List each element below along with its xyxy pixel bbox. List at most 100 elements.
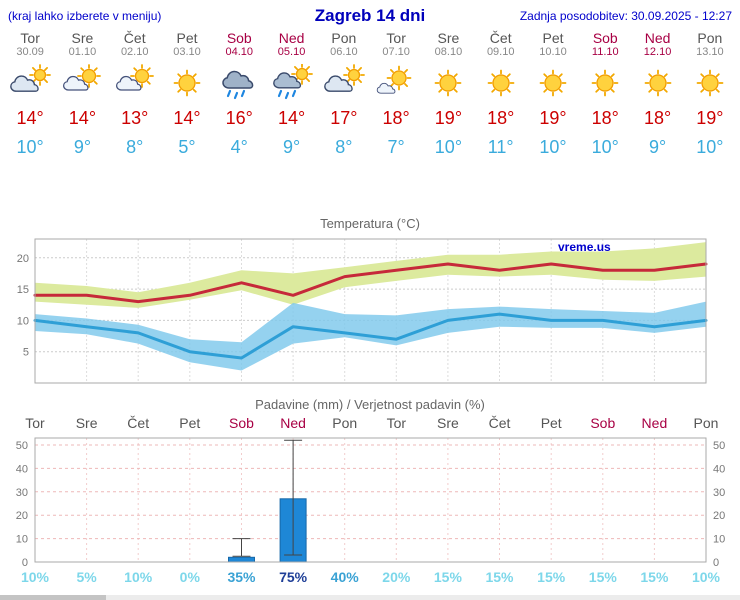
day-date: 08.10 [434, 46, 463, 58]
day-name: Sre [437, 30, 460, 46]
weather-icon-sunny [422, 64, 474, 104]
low-temp: 9° [282, 137, 301, 157]
high-temp: 17° [330, 108, 358, 128]
svg-text:Čet: Čet [489, 415, 511, 431]
low-temp: 11° [487, 137, 514, 157]
svg-text:10: 10 [16, 534, 28, 546]
svg-text:40: 40 [713, 463, 725, 475]
day-date: 02.10 [120, 46, 149, 58]
svg-text:15%: 15% [640, 569, 669, 585]
day-name: Pon [331, 30, 357, 46]
day-date: 06.10 [330, 46, 358, 58]
day-name: Pet [542, 30, 564, 46]
horizontal-scrollbar[interactable] [0, 595, 740, 600]
day-column: Ned 05.10 14° 9° [265, 28, 317, 158]
svg-text:15: 15 [17, 284, 29, 296]
svg-text:20: 20 [17, 253, 29, 265]
day-date: 01.10 [68, 46, 97, 58]
svg-text:50: 50 [713, 440, 725, 452]
scrollbar-thumb[interactable] [0, 595, 106, 600]
page-title: Zagreb 14 dni [314, 6, 426, 25]
day-column: Tor 30.09 14° 10° [4, 28, 56, 158]
weather-icon-rain [213, 64, 265, 104]
high-temp: 18° [487, 108, 515, 128]
high-temp: 18° [382, 108, 410, 128]
high-temp: 19° [434, 108, 463, 128]
svg-text:15%: 15% [537, 569, 566, 585]
day-name: Sob [592, 30, 618, 46]
day-date: 13.10 [696, 46, 724, 58]
temperature-chart-title: Temperatura (°C) [320, 216, 420, 231]
weather-icon-mostly-sunny [370, 64, 422, 104]
weather-icon-sunny [579, 64, 631, 104]
low-temp: 5° [178, 137, 196, 157]
low-temp: 10° [591, 137, 619, 157]
svg-text:20%: 20% [382, 569, 411, 585]
svg-text:10: 10 [713, 534, 725, 546]
day-date: 12.10 [643, 46, 672, 58]
svg-text:15%: 15% [589, 569, 618, 585]
day-column: Tor 07.10 18° 7° [370, 28, 422, 158]
svg-text:Pet: Pet [541, 415, 562, 431]
day-name: Sob [226, 30, 252, 46]
high-temp: 14° [277, 108, 306, 128]
day-column: Sre 01.10 14° 9° [56, 28, 108, 158]
day-name: Čet [123, 30, 146, 46]
low-temp: 10° [696, 137, 724, 157]
header: (kraj lahko izberete v meniju) Zagreb 14… [0, 0, 740, 28]
low-temp: 7° [387, 137, 405, 157]
svg-text:40%: 40% [331, 569, 360, 585]
svg-text:5%: 5% [76, 569, 97, 585]
day-column: Pon 13.10 19° 10° [684, 28, 736, 158]
svg-text:0%: 0% [180, 569, 201, 585]
svg-text:Tor: Tor [387, 415, 407, 431]
svg-text:35%: 35% [227, 569, 256, 585]
day-date: 10.10 [539, 46, 567, 58]
svg-text:Ned: Ned [642, 415, 668, 431]
day-date: 09.10 [486, 46, 515, 58]
svg-text:10%: 10% [124, 569, 153, 585]
low-temp: 9° [648, 137, 667, 157]
day-column: Ned 12.10 18° 9° [631, 28, 683, 158]
svg-text:15%: 15% [434, 569, 463, 585]
day-column: Pon 06.10 17° 8° [318, 28, 370, 158]
svg-text:Sre: Sre [76, 415, 98, 431]
svg-text:Sob: Sob [229, 415, 254, 431]
weather-icon-sunny [161, 64, 213, 104]
day-name: Tor [386, 30, 406, 46]
high-temp: 14° [16, 108, 44, 128]
precipitation-chart: Tor Sre Čet Pet Sob Ned Pon Tor Sre Čet Pet Sob Ned P… [16, 415, 726, 585]
svg-text:0: 0 [713, 557, 719, 569]
day-date: 07.10 [382, 46, 410, 58]
svg-text:10: 10 [17, 315, 29, 327]
weather-icon-partly-cloudy [56, 64, 108, 104]
day-date: 05.10 [277, 46, 306, 58]
high-temp: 14° [68, 108, 97, 128]
temperature-chart: 5 10 15 20 vreme.us [17, 238, 708, 384]
day-column: Sob 04.10 16° 4° [213, 28, 265, 158]
low-temp: 4° [230, 137, 248, 157]
svg-text:Ned: Ned [280, 415, 306, 431]
high-temp: 18° [643, 108, 672, 128]
menu-hint: (kraj lahko izberete v meniju) [8, 9, 162, 23]
low-temp: 8° [335, 137, 353, 157]
day-name: Tor [20, 30, 40, 46]
low-temp: 10° [16, 137, 44, 157]
day-name: Čet [489, 30, 512, 46]
svg-text:vreme.us: vreme.us [558, 240, 611, 254]
forecast-table: Tor 30.09 14° 10° Sre 01.10 14° 9° Čet 02.10 13° 8°… [0, 28, 740, 158]
day-name: Ned [644, 30, 671, 46]
svg-text:20: 20 [16, 510, 28, 522]
svg-text:5: 5 [23, 347, 29, 359]
day-column: Pet 10.10 19° 10° [527, 28, 579, 158]
svg-text:Čet: Čet [127, 415, 149, 431]
high-temp: 19° [696, 108, 724, 128]
day-column: Pet 03.10 14° 5° [161, 28, 213, 158]
day-date: 04.10 [225, 46, 254, 58]
day-date: 30.09 [16, 46, 44, 58]
low-temp: 10° [539, 137, 567, 157]
svg-text:Sob: Sob [590, 415, 615, 431]
precipitation-chart-title: Padavine (mm) / Verjetnost padavin (%) [255, 397, 485, 412]
high-temp: 16° [225, 108, 253, 128]
